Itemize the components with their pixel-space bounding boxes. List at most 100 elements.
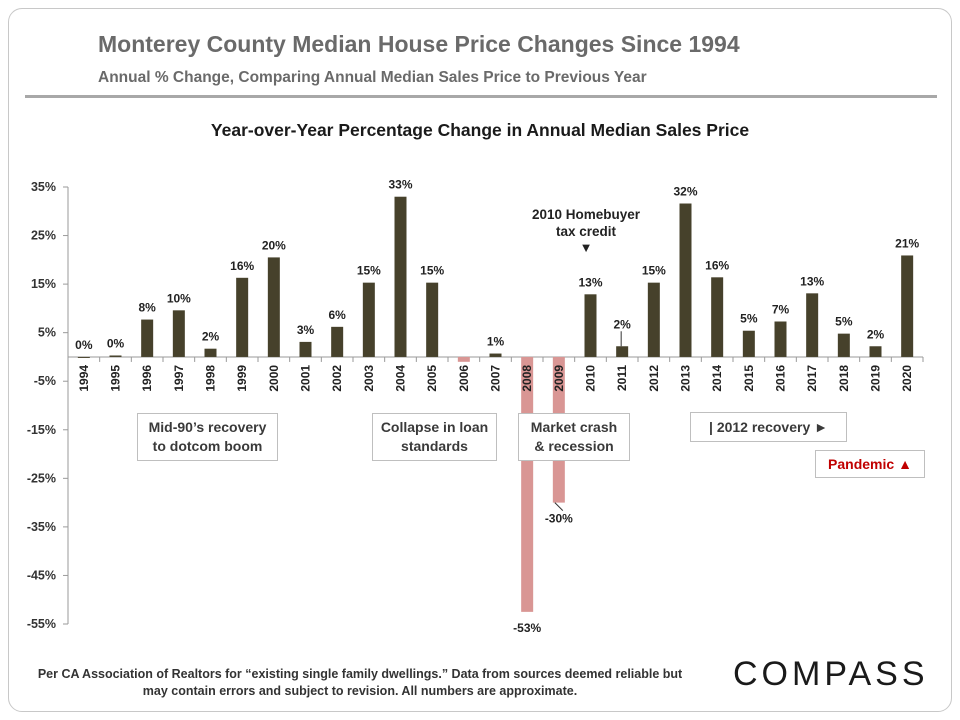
y-tick-label: 35% xyxy=(31,180,56,194)
bar xyxy=(584,294,597,357)
category-label: 2002 xyxy=(330,365,344,392)
category-label: 1997 xyxy=(172,365,186,392)
data-label: 3% xyxy=(297,323,315,337)
category-label: 2005 xyxy=(425,365,439,392)
category-label: 2009 xyxy=(552,365,566,392)
bar xyxy=(141,319,154,357)
category-label: 2004 xyxy=(394,365,408,392)
category-label: 2012 xyxy=(647,365,661,392)
data-label: 0% xyxy=(107,336,125,350)
data-label: 6% xyxy=(328,308,346,322)
bar xyxy=(362,282,375,357)
data-label: 15% xyxy=(642,264,666,278)
data-label: 16% xyxy=(230,259,254,273)
category-label: 1994 xyxy=(77,365,91,392)
category-label: 2001 xyxy=(299,365,313,392)
bar xyxy=(616,346,629,357)
homebuyer-credit-text: 2010 Homebuyer tax credit xyxy=(531,207,641,239)
category-label: 2014 xyxy=(710,365,724,392)
y-tick-label: -25% xyxy=(27,471,56,485)
data-label: 7% xyxy=(772,302,790,316)
bar xyxy=(711,277,724,357)
category-label: 2006 xyxy=(457,365,471,392)
category-label: 2007 xyxy=(489,365,503,392)
footer-note: Per CA Association of Realtors for “exis… xyxy=(37,667,683,698)
bar xyxy=(172,310,185,357)
homebuyer-credit-annotation: 2010 Homebuyer tax credit ▼ xyxy=(518,206,654,256)
data-label: 21% xyxy=(895,236,919,250)
category-label: 2019 xyxy=(869,365,883,392)
bar xyxy=(869,346,882,357)
bar xyxy=(204,348,217,357)
bar xyxy=(837,333,850,357)
data-label: 0% xyxy=(75,338,93,352)
page-subtitle: Annual % Change, Comparing Annual Median… xyxy=(98,69,647,86)
bar xyxy=(774,321,787,357)
category-label: 1996 xyxy=(140,365,154,392)
pandemic-callout: Pandemic ▲ xyxy=(815,450,925,478)
y-tick-label: -5% xyxy=(34,374,56,388)
bar xyxy=(77,356,90,358)
category-label: 2015 xyxy=(742,365,756,392)
bar xyxy=(267,257,280,357)
category-label: 2017 xyxy=(805,365,819,392)
data-label: 5% xyxy=(740,312,758,326)
data-label: -53% xyxy=(513,621,541,635)
category-label: 2008 xyxy=(520,365,534,392)
bar xyxy=(331,326,344,357)
category-label: 2013 xyxy=(679,365,693,392)
data-label: 2% xyxy=(613,317,631,331)
collapse-callout: Collapse in loan standards xyxy=(372,413,497,461)
bar xyxy=(299,341,312,357)
data-label: 13% xyxy=(800,274,824,288)
chart-title: Year-over-Year Percentage Change in Annu… xyxy=(210,120,750,140)
category-label: 2003 xyxy=(362,365,376,392)
bar xyxy=(806,293,819,357)
data-label: 5% xyxy=(835,315,853,329)
compass-logo: COMPASS xyxy=(733,655,929,693)
leader-line xyxy=(554,502,564,511)
y-tick-label: 25% xyxy=(31,229,56,243)
bar xyxy=(647,282,660,357)
data-label: 15% xyxy=(357,264,381,278)
y-tick-label: -15% xyxy=(27,423,56,437)
header-divider xyxy=(25,95,937,98)
data-label: 2% xyxy=(202,330,220,344)
y-tick-label: 5% xyxy=(38,326,56,340)
category-label: 2011 xyxy=(615,365,629,391)
bar xyxy=(109,355,122,357)
bar xyxy=(521,356,534,612)
category-label: 2018 xyxy=(837,365,851,392)
recovery-callout: | 2012 recovery ► xyxy=(690,412,847,442)
data-label: 8% xyxy=(138,301,156,315)
category-label: 2000 xyxy=(267,365,281,392)
data-label: 20% xyxy=(262,238,286,252)
bar xyxy=(901,255,914,357)
bar xyxy=(457,356,470,362)
data-label: 33% xyxy=(388,178,412,192)
bar xyxy=(236,277,249,357)
data-label: 16% xyxy=(705,258,729,272)
down-arrow-icon: ▼ xyxy=(579,240,593,255)
bar xyxy=(426,282,439,357)
category-label: 2016 xyxy=(774,365,788,392)
data-label: 10% xyxy=(167,291,191,305)
data-label: 1% xyxy=(487,335,505,349)
data-label: 15% xyxy=(420,264,444,278)
category-label: 1995 xyxy=(109,365,123,392)
crash-callout: Market crash & recession xyxy=(518,413,630,461)
data-label: 32% xyxy=(673,185,697,199)
category-label: 2020 xyxy=(900,365,914,392)
data-label: 2% xyxy=(867,327,885,341)
data-label: -30% xyxy=(545,512,573,526)
bar xyxy=(489,353,502,357)
y-tick-label: 15% xyxy=(31,277,56,291)
page-title: Monterey County Median House Price Chang… xyxy=(98,31,740,57)
bar xyxy=(742,330,755,357)
y-tick-label: -35% xyxy=(27,520,56,534)
mid90s-callout: Mid-90’s recovery to dotcom boom xyxy=(137,413,278,461)
bar xyxy=(394,196,407,357)
y-tick-label: -55% xyxy=(27,617,56,631)
category-label: 1998 xyxy=(204,365,218,392)
